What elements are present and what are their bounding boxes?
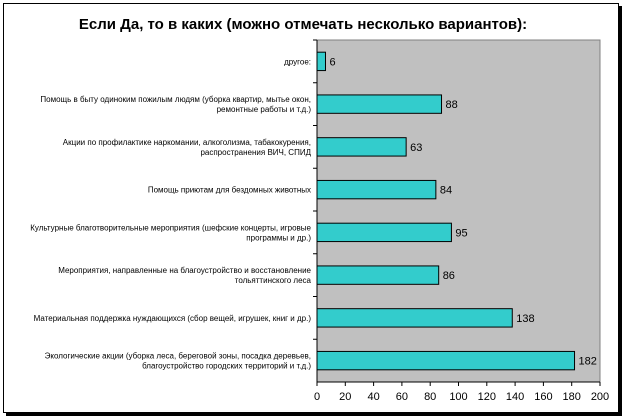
plot-area <box>316 39 601 383</box>
data-label: 95 <box>455 227 467 239</box>
x-tick-label: 100 <box>449 391 467 403</box>
bar <box>316 265 440 285</box>
bar <box>316 179 437 200</box>
category-label: Экологические акции (уборка леса, берего… <box>45 352 311 361</box>
data-label: 88 <box>446 99 458 111</box>
x-tick-label: 140 <box>506 391 524 403</box>
x-tick-label: 0 <box>314 391 320 403</box>
data-label: 6 <box>329 56 335 68</box>
x-tick-label: 200 <box>591 391 609 403</box>
category-label: благоустройство городских территорий и т… <box>142 362 311 371</box>
chart-title: Если Да, то в каких (можно отмечать неск… <box>79 16 527 33</box>
data-label: 63 <box>410 142 422 154</box>
bar <box>316 350 576 371</box>
x-tick-label: 60 <box>396 391 408 403</box>
x-tick-label: 180 <box>563 391 581 403</box>
data-label: 86 <box>443 270 455 282</box>
category-label: Культурные благотворительные мероприятия… <box>30 223 311 232</box>
data-label: 84 <box>440 185 452 197</box>
x-tick-label: 20 <box>339 391 351 403</box>
x-tick-label: 120 <box>478 391 496 403</box>
category-label: другое: <box>284 57 311 66</box>
x-tick-label: 80 <box>424 391 436 403</box>
bar <box>316 51 326 72</box>
category-label: Помощь приютам для бездомных животных <box>148 186 311 195</box>
category-label: программы и др.) <box>246 233 311 242</box>
category-label: тольяттинского леса <box>235 276 312 285</box>
data-label: 182 <box>579 356 597 368</box>
bar <box>316 222 452 243</box>
data-label: 138 <box>516 313 534 325</box>
category-label: ремонтные работы и т.д.) <box>217 105 312 114</box>
category-label: Помощь в быту одиноким пожилым людям (уб… <box>40 95 311 104</box>
x-tick-label: 160 <box>534 391 552 403</box>
bar <box>316 308 513 328</box>
x-tick-label: 40 <box>367 391 379 403</box>
category-label: распространения ВИЧ, СПИД <box>200 148 311 157</box>
bar <box>316 137 407 157</box>
category-label: Акции по профилактике наркомании, алкого… <box>63 138 311 147</box>
category-label: Материальная поддержка нуждающихся (сбор… <box>34 314 312 323</box>
category-label: Мероприятия, направленные на благоустрой… <box>58 266 311 275</box>
bar <box>316 94 443 114</box>
